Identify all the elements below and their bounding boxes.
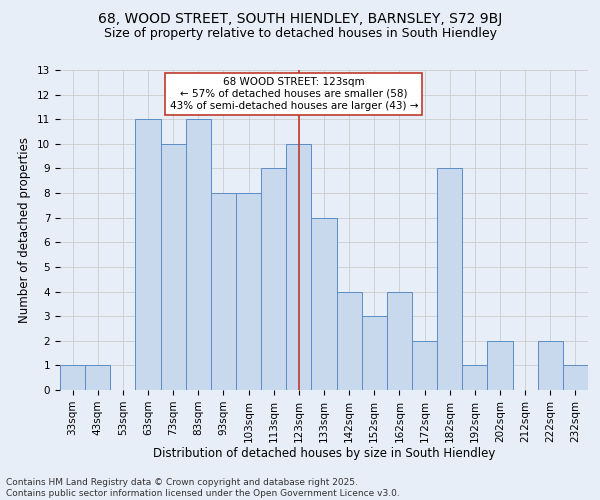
- Bar: [136, 119, 161, 390]
- Bar: [286, 144, 311, 390]
- Bar: [60, 366, 85, 390]
- Bar: [311, 218, 337, 390]
- Text: Contains HM Land Registry data © Crown copyright and database right 2025.
Contai: Contains HM Land Registry data © Crown c…: [6, 478, 400, 498]
- Bar: [186, 119, 211, 390]
- Bar: [412, 341, 437, 390]
- Bar: [437, 168, 462, 390]
- Bar: [563, 366, 588, 390]
- Bar: [261, 168, 286, 390]
- Bar: [337, 292, 362, 390]
- Text: 68 WOOD STREET: 123sqm
← 57% of detached houses are smaller (58)
43% of semi-det: 68 WOOD STREET: 123sqm ← 57% of detached…: [170, 78, 418, 110]
- X-axis label: Distribution of detached houses by size in South Hiendley: Distribution of detached houses by size …: [153, 448, 495, 460]
- Bar: [85, 366, 110, 390]
- Text: 68, WOOD STREET, SOUTH HIENDLEY, BARNSLEY, S72 9BJ: 68, WOOD STREET, SOUTH HIENDLEY, BARNSLE…: [98, 12, 502, 26]
- Bar: [387, 292, 412, 390]
- Bar: [236, 193, 261, 390]
- Bar: [362, 316, 387, 390]
- Text: Size of property relative to detached houses in South Hiendley: Size of property relative to detached ho…: [104, 28, 497, 40]
- Bar: [462, 366, 487, 390]
- Bar: [211, 193, 236, 390]
- Bar: [487, 341, 512, 390]
- Bar: [161, 144, 186, 390]
- Bar: [538, 341, 563, 390]
- Y-axis label: Number of detached properties: Number of detached properties: [19, 137, 31, 323]
